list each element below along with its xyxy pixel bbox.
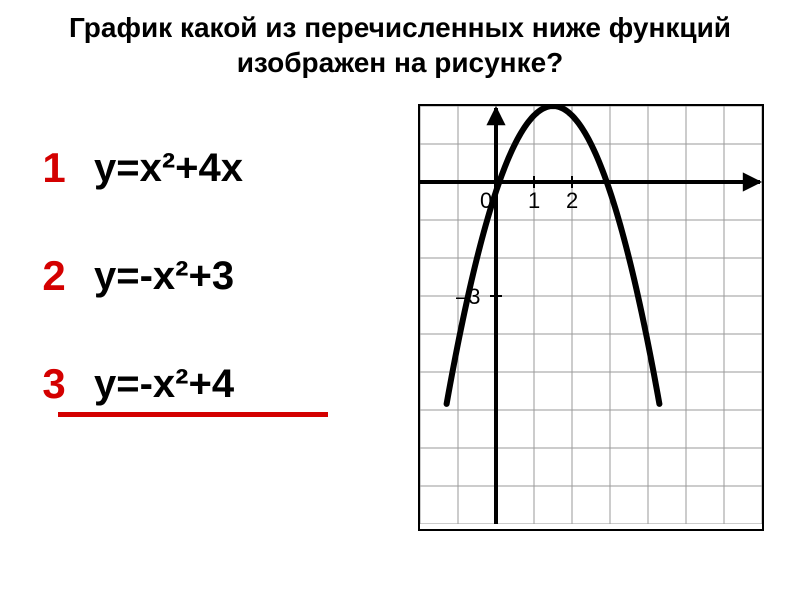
title-line-2: изображен на рисунке? bbox=[237, 47, 564, 78]
svg-text:2: 2 bbox=[566, 188, 578, 213]
option-2-equation: y=-x²+3 bbox=[94, 254, 234, 299]
option-1-equation: y=x²+4x bbox=[94, 146, 243, 191]
option-1: 1 y=x²+4x bbox=[30, 144, 390, 192]
option-2: 2 y=-x²+3 bbox=[30, 252, 390, 300]
option-3: 3 y=-x²+4 bbox=[30, 360, 390, 408]
option-3-equation: y=-x²+4 bbox=[94, 362, 234, 407]
option-2-number: 2 bbox=[30, 252, 78, 300]
chart-container: 012–3 bbox=[418, 104, 764, 531]
option-3-number: 3 bbox=[30, 360, 78, 408]
content-area: 1 y=x²+4x 2 y=-x²+3 3 y=-x²+4 012–3 bbox=[0, 84, 800, 594]
options-list: 1 y=x²+4x 2 y=-x²+3 3 y=-x²+4 bbox=[30, 144, 390, 408]
title-line-1: График какой из перечисленных ниже функц… bbox=[69, 12, 731, 43]
option-1-number: 1 bbox=[30, 144, 78, 192]
question-title: График какой из перечисленных ниже функц… bbox=[0, 0, 800, 84]
answer-underline bbox=[58, 412, 328, 417]
parabola-chart: 012–3 bbox=[420, 106, 762, 524]
svg-text:1: 1 bbox=[528, 188, 540, 213]
